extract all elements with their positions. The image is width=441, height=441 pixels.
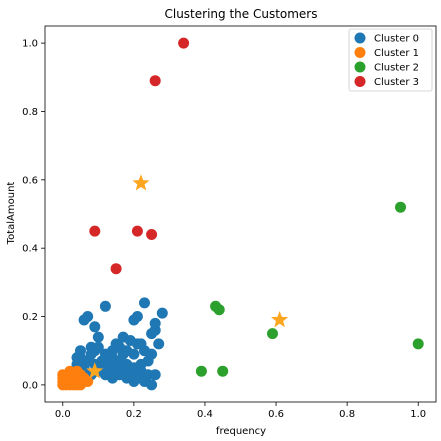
data-point xyxy=(135,358,147,370)
centroid-star xyxy=(132,174,150,191)
centroid-star xyxy=(271,310,289,328)
centroid-star xyxy=(86,362,104,379)
y-tick-label: 0.0 xyxy=(22,380,38,391)
data-point xyxy=(146,229,158,240)
y-tick-label: 1.0 xyxy=(22,39,38,50)
y-axis-label: TotalAmount xyxy=(6,182,17,246)
data-point xyxy=(149,369,161,381)
x-tick-label: 1.0 xyxy=(410,409,426,420)
data-point xyxy=(149,317,161,329)
data-point xyxy=(89,321,101,333)
data-point xyxy=(99,300,111,312)
data-point xyxy=(78,314,90,326)
data-point xyxy=(153,338,165,350)
data-point xyxy=(131,338,143,350)
legend-box xyxy=(348,28,433,92)
legend-entry-label: Cluster 0 xyxy=(374,34,419,45)
data-point xyxy=(75,379,86,391)
data-point xyxy=(146,379,158,391)
legend-marker xyxy=(354,76,366,87)
data-point xyxy=(67,372,79,384)
data-point xyxy=(96,355,108,367)
data-point xyxy=(395,201,406,213)
data-point xyxy=(213,304,225,316)
legend: Cluster 0 Cluster 1 Cluster 2 Cluster 3 xyxy=(348,28,433,92)
data-point xyxy=(131,225,143,237)
series-cluster-2 xyxy=(195,201,424,377)
data-point xyxy=(131,311,143,322)
x-tick-label: 0.8 xyxy=(339,409,355,420)
data-point xyxy=(75,345,86,357)
y-tick-label: 0.6 xyxy=(22,175,38,186)
legend-entry-label: Cluster 2 xyxy=(374,63,419,74)
centroids xyxy=(86,174,289,379)
y-tick-label: 0.8 xyxy=(22,107,38,118)
x-tick-label: 0.4 xyxy=(197,409,213,420)
data-point xyxy=(217,365,229,377)
data-point xyxy=(412,338,424,350)
data-point xyxy=(92,341,104,353)
x-tick-label: 0.2 xyxy=(126,409,142,420)
y-axis-ticks: 0.0 0.2 0.4 0.6 0.8 1.0 xyxy=(22,39,45,391)
y-tick-label: 0.2 xyxy=(22,312,38,323)
legend-entry-label: Cluster 3 xyxy=(374,77,419,88)
x-axis-label: frequency xyxy=(216,426,266,437)
data-point xyxy=(139,297,150,309)
chart-title: Clustering the Customers xyxy=(164,7,317,21)
legend-entry-label: Cluster 1 xyxy=(374,48,419,59)
data-point xyxy=(156,307,168,319)
x-tick-label: 0.6 xyxy=(268,409,284,420)
legend-marker xyxy=(354,47,366,58)
x-tick-label: 0.0 xyxy=(55,409,71,420)
data-point xyxy=(267,328,278,340)
y-tick-label: 0.4 xyxy=(22,244,38,255)
series-cluster-3 xyxy=(89,37,190,275)
axes-frame xyxy=(44,25,437,403)
x-axis-ticks: 0.0 0.2 0.4 0.6 0.8 1.0 xyxy=(55,402,426,420)
data-point xyxy=(195,365,207,377)
data-point xyxy=(89,225,101,237)
data-point xyxy=(121,345,133,357)
data-point xyxy=(110,263,122,275)
data-point xyxy=(107,345,118,357)
data-point xyxy=(178,37,190,49)
legend-marker xyxy=(354,32,366,44)
data-point xyxy=(149,75,161,87)
legend-marker xyxy=(354,61,366,73)
series-cluster-1 xyxy=(57,365,94,391)
data-point xyxy=(92,331,104,343)
